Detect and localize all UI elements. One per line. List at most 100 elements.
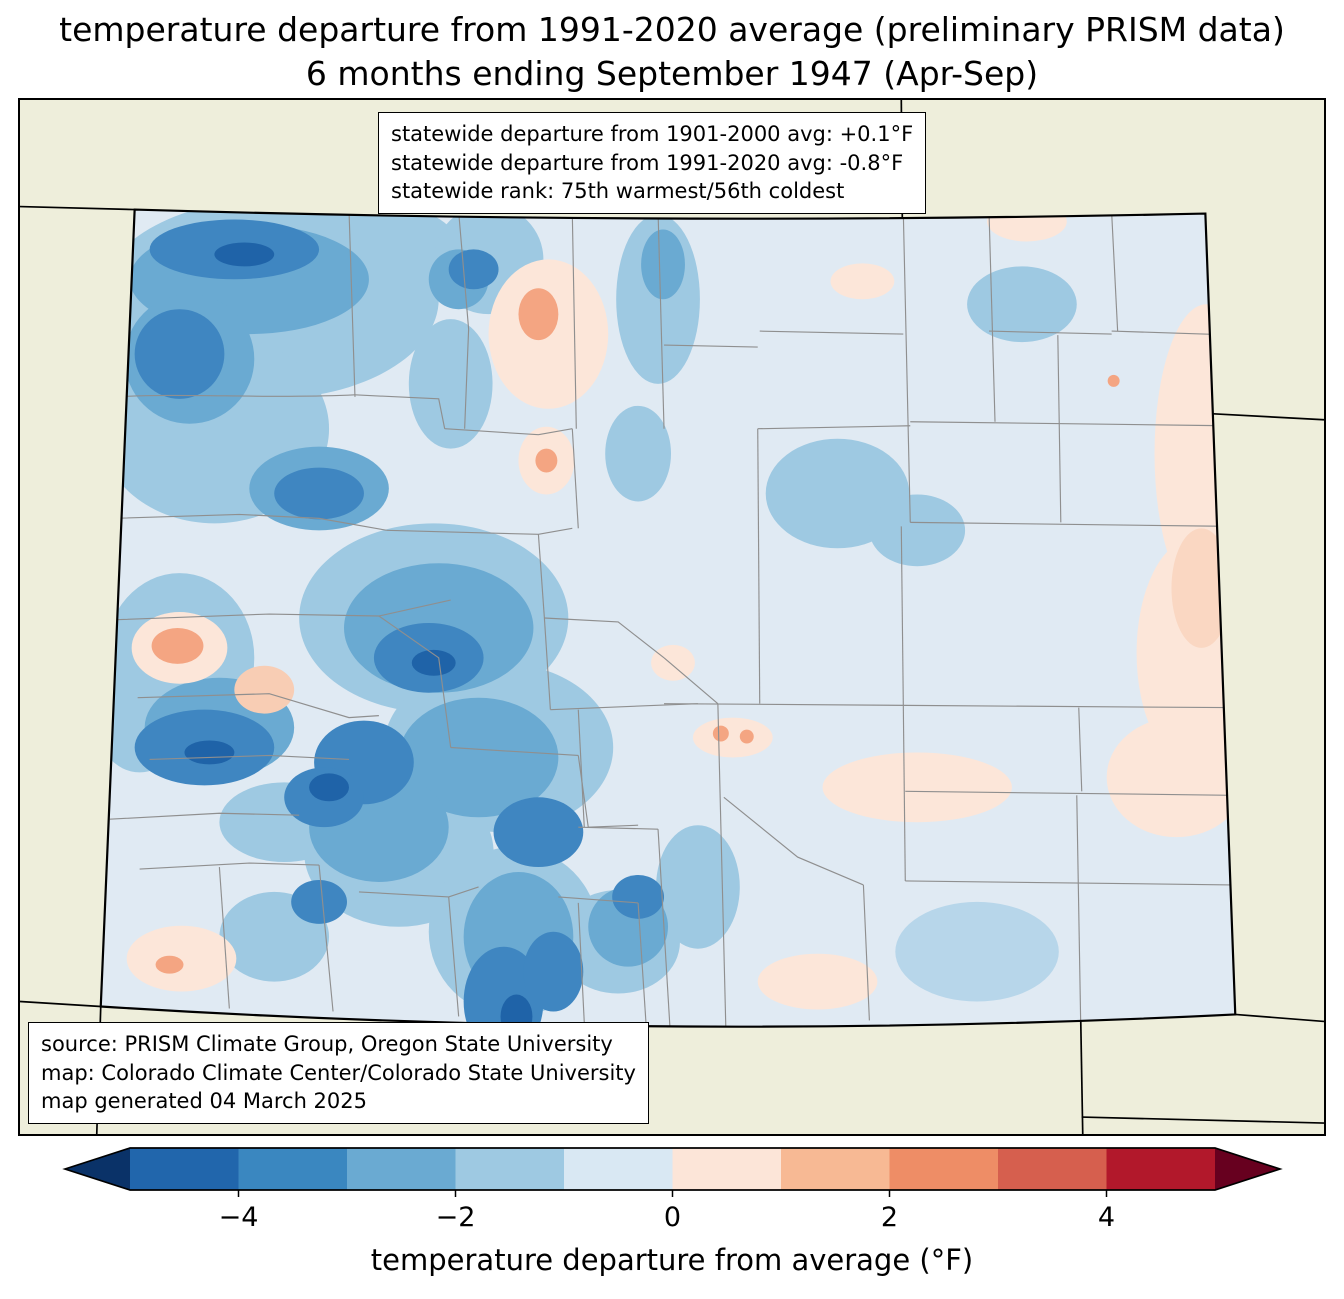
county-line xyxy=(149,754,350,761)
colorbar-svg: −4 −2 0 2 4 xyxy=(62,1147,1283,1233)
anomaly-blob xyxy=(411,649,456,676)
anomaly-blob xyxy=(214,242,275,267)
county-line xyxy=(1111,212,1119,332)
county-line xyxy=(664,344,758,348)
colorbar-segment xyxy=(130,1148,240,1190)
anomaly-blob xyxy=(463,946,544,1027)
colorbar-segment xyxy=(781,1148,891,1190)
anomaly-blob xyxy=(126,925,237,992)
county-line xyxy=(723,796,864,886)
colorbar-over-arrow xyxy=(1215,1148,1280,1190)
colorbar-segment xyxy=(564,1148,674,1190)
county-line xyxy=(989,330,1112,335)
county-line xyxy=(1078,707,1083,792)
stats-line-2: statewide departure from 1991-2020 avg: … xyxy=(391,150,904,175)
colorbar-segment xyxy=(347,1148,457,1190)
colorbar-segment xyxy=(672,1148,782,1190)
colorbar-ticks: −4 −2 0 2 4 xyxy=(219,1190,1115,1233)
county-line xyxy=(577,709,585,828)
county-line xyxy=(664,703,1233,709)
county-line xyxy=(544,617,665,659)
county-line xyxy=(109,812,300,820)
county-line xyxy=(218,866,230,1009)
county-line xyxy=(862,884,870,1021)
county-line xyxy=(988,212,996,422)
stats-line-3: statewide rank: 75th warmest/56th coldes… xyxy=(391,179,845,204)
county-line xyxy=(458,211,470,429)
county-line xyxy=(354,394,446,429)
county-line xyxy=(139,862,320,870)
anomaly-blob xyxy=(895,901,1059,1002)
colorbar-segment xyxy=(998,1148,1108,1190)
map-svg xyxy=(20,100,1324,1134)
anomaly-blob xyxy=(493,797,584,868)
colorbar-segment xyxy=(455,1148,565,1190)
county-line xyxy=(550,703,698,711)
county-line xyxy=(717,703,727,1027)
source-line-2: map: Colorado Climate Center/Colorado St… xyxy=(41,1060,636,1085)
county-line xyxy=(1057,335,1062,523)
county-line xyxy=(657,211,665,429)
border-ne-ks xyxy=(1213,412,1324,421)
colorbar-tick-label: 2 xyxy=(881,1202,898,1233)
county-line xyxy=(757,428,761,704)
county-line xyxy=(571,428,579,529)
anomaly-blob xyxy=(500,994,533,1027)
anomaly-blob xyxy=(398,697,559,818)
anomaly-blob xyxy=(518,288,559,341)
anomaly-blob xyxy=(656,825,740,949)
border-ks-ok xyxy=(1235,1013,1324,1023)
county-borders xyxy=(109,209,1236,1027)
county-line xyxy=(578,826,659,830)
figure-title: temperature departure from 1991-2020 ave… xyxy=(0,8,1344,95)
anomaly-blob xyxy=(134,309,225,399)
county-line xyxy=(759,330,904,335)
county-line xyxy=(537,534,545,619)
county-line xyxy=(902,211,911,523)
colorbar: −4 −2 0 2 4 xyxy=(0,1140,1344,1240)
county-line xyxy=(558,896,639,904)
anomaly-salmon xyxy=(151,288,1120,974)
colorbar-segment xyxy=(238,1148,348,1190)
anomaly-blob xyxy=(757,953,878,1010)
county-line xyxy=(543,617,551,710)
anomaly-blob xyxy=(309,773,349,802)
county-line xyxy=(348,209,356,397)
anomaly-blob xyxy=(967,266,1077,343)
county-line xyxy=(378,615,452,748)
anomaly-blob xyxy=(605,405,672,502)
anomaly-darkest-blue xyxy=(184,242,533,1027)
anomaly-blob xyxy=(739,729,754,744)
anomaly-blob xyxy=(155,955,184,974)
county-line xyxy=(386,527,573,535)
county-line xyxy=(444,428,573,436)
county-line xyxy=(657,829,671,1027)
colorbar-label: temperature departure from average (°F) xyxy=(370,1243,974,1277)
anomaly-blob xyxy=(692,717,773,758)
map-frame: statewide departure from 1901-2000 avg: … xyxy=(18,98,1326,1136)
anomaly-blob xyxy=(523,931,584,1012)
anomaly-blob xyxy=(1107,374,1120,387)
stats-line-1: statewide departure from 1901-2000 avg: … xyxy=(391,122,914,146)
county-line xyxy=(571,213,577,429)
source-line-3: map generated 04 March 2025 xyxy=(41,1089,368,1114)
colorbar-segment xyxy=(1106,1148,1216,1190)
anomaly-blob xyxy=(408,319,493,449)
source-attribution-box: source: PRISM Climate Group, Oregon Stat… xyxy=(28,1022,649,1124)
county-line xyxy=(905,790,1235,796)
county-line xyxy=(637,902,647,1025)
colorbar-tick-label: −2 xyxy=(436,1202,476,1233)
colorbar-tick-label: 4 xyxy=(1098,1202,1115,1233)
county-line xyxy=(318,864,334,1012)
county-line xyxy=(116,394,355,398)
county-line xyxy=(109,599,451,621)
anomaly-blob xyxy=(234,665,295,714)
county-line xyxy=(900,526,906,881)
anomaly-blob xyxy=(712,725,729,742)
anomaly-blob xyxy=(641,229,685,300)
colorbar-tick-label: 0 xyxy=(664,1202,681,1233)
anomaly-blob xyxy=(1171,528,1232,648)
anomaly-blob xyxy=(151,627,204,664)
colorbar-under-arrow xyxy=(65,1148,130,1190)
anomaly-blob xyxy=(291,879,347,924)
